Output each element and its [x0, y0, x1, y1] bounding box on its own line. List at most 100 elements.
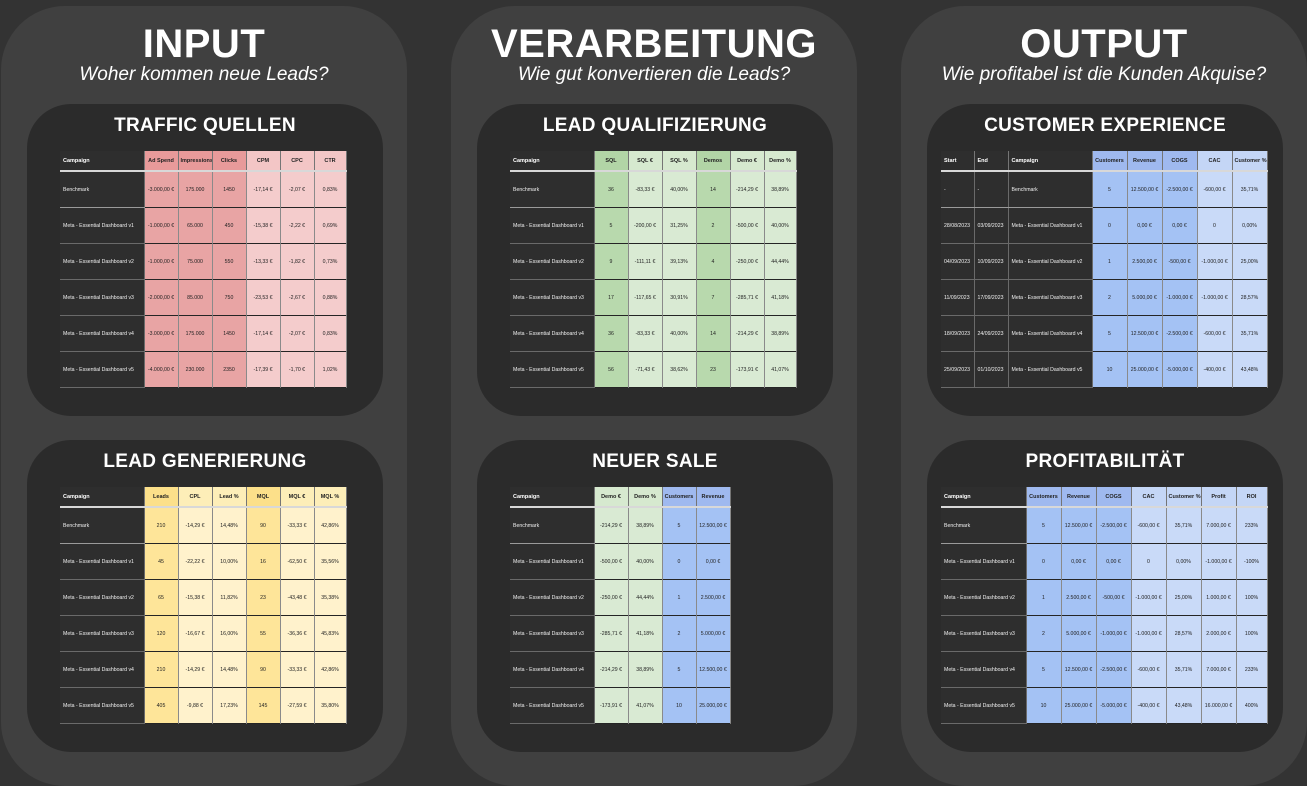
- table-cell[interactable]: 38,89%: [628, 507, 663, 544]
- table-cell[interactable]: -100%: [1236, 543, 1268, 580]
- table-cell[interactable]: -2,67 €: [280, 279, 315, 316]
- table-cell[interactable]: 12.500,00 €: [1061, 507, 1097, 544]
- table-cell[interactable]: -173,91 €: [594, 687, 629, 724]
- table-cell[interactable]: 03/09/2023: [974, 207, 1009, 244]
- table-cell[interactable]: -3.000,00 €: [144, 315, 179, 352]
- table-cell[interactable]: 0: [1131, 543, 1167, 580]
- table-cell[interactable]: 10: [662, 687, 697, 724]
- table-cell[interactable]: -200,00 €: [628, 207, 663, 244]
- table-cell[interactable]: Meta - Essential Dashboard v5: [510, 687, 595, 724]
- table-cell[interactable]: 5: [1092, 315, 1128, 352]
- table-cell[interactable]: 5: [662, 507, 697, 544]
- column-header[interactable]: MQL €: [280, 487, 315, 508]
- table-cell[interactable]: 35,71%: [1166, 651, 1202, 688]
- table-cell[interactable]: 7: [696, 279, 731, 316]
- table-cell[interactable]: Meta - Essential Dashboard v3: [510, 615, 595, 652]
- table-cell[interactable]: -1,82 €: [280, 243, 315, 280]
- table-cell[interactable]: 35,71%: [1166, 507, 1202, 544]
- table-cell[interactable]: Meta - Essential Dashboard v2: [60, 243, 145, 280]
- table-cell[interactable]: Meta - Essential Dashboard v4: [510, 651, 595, 688]
- table-cell[interactable]: 2350: [212, 351, 247, 388]
- table-cell[interactable]: 233%: [1236, 507, 1268, 544]
- table-cell[interactable]: 0,88%: [314, 279, 347, 316]
- table-cell[interactable]: Meta - Essential Dashboard v5: [1008, 351, 1093, 388]
- table-cell[interactable]: -214,29 €: [594, 507, 629, 544]
- table-cell[interactable]: 43,48%: [1166, 687, 1202, 724]
- table-cell[interactable]: 9: [594, 243, 629, 280]
- table-cell[interactable]: -: [941, 171, 975, 208]
- table-cell[interactable]: 1,02%: [314, 351, 347, 388]
- table-cell[interactable]: 750: [212, 279, 247, 316]
- table-cell[interactable]: 65: [144, 579, 179, 616]
- table-cell[interactable]: -15,38 €: [246, 207, 281, 244]
- table-cell[interactable]: 2.500,00 €: [1127, 243, 1163, 280]
- table-cell[interactable]: -1.000,00 €: [1131, 615, 1167, 652]
- table-cell[interactable]: -9,88 €: [178, 687, 213, 724]
- column-header[interactable]: CAC: [1197, 151, 1233, 172]
- table-cell[interactable]: 75.000: [178, 243, 213, 280]
- table-cell[interactable]: Meta - Essential Dashboard v4: [941, 651, 1027, 688]
- table-cell[interactable]: 17/09/2023: [974, 279, 1009, 316]
- table-cell[interactable]: 5.000,00 €: [696, 615, 731, 652]
- table-cell[interactable]: 45,83%: [314, 615, 347, 652]
- table-cell[interactable]: 4: [696, 243, 731, 280]
- table-cell[interactable]: 25.000,00 €: [1061, 687, 1097, 724]
- table-cell[interactable]: 40,00%: [662, 171, 697, 208]
- table-cell[interactable]: 42,86%: [314, 507, 347, 544]
- column-header[interactable]: Campaign: [60, 151, 145, 172]
- table-cell[interactable]: -5.000,00 €: [1096, 687, 1132, 724]
- table-cell[interactable]: 38,62%: [662, 351, 697, 388]
- table-cell[interactable]: -: [974, 171, 1009, 208]
- column-header[interactable]: Campaign: [60, 487, 145, 508]
- column-header[interactable]: Campaign: [510, 487, 595, 508]
- table-cell[interactable]: 1450: [212, 315, 247, 352]
- column-header[interactable]: Revenue: [696, 487, 731, 508]
- table-cell[interactable]: 1.000,00 €: [1201, 579, 1237, 616]
- table-cell[interactable]: 18/09/2023: [941, 315, 975, 352]
- table-cell[interactable]: Meta - Essential Dashboard v5: [510, 351, 595, 388]
- table-cell[interactable]: -1.000,00 €: [1131, 579, 1167, 616]
- table-cell[interactable]: -43,48 €: [280, 579, 315, 616]
- table-cell[interactable]: -2,07 €: [280, 171, 315, 208]
- table-cell[interactable]: 44,44%: [764, 243, 797, 280]
- table-cell[interactable]: 44,44%: [628, 579, 663, 616]
- table-cell[interactable]: 14,48%: [212, 507, 247, 544]
- table-cell[interactable]: 25/09/2023: [941, 351, 975, 388]
- table-cell[interactable]: 550: [212, 243, 247, 280]
- table-cell[interactable]: 42,86%: [314, 651, 347, 688]
- column-header[interactable]: Demo €: [594, 487, 629, 508]
- table-cell[interactable]: 12.500,00 €: [1127, 171, 1163, 208]
- table-cell[interactable]: 38,89%: [764, 171, 797, 208]
- table-cell[interactable]: 0,00 €: [1061, 543, 1097, 580]
- column-header[interactable]: Customers: [1092, 151, 1128, 172]
- table-cell[interactable]: 210: [144, 507, 179, 544]
- table-cell[interactable]: -22,22 €: [178, 543, 213, 580]
- table-cell[interactable]: 35,71%: [1232, 171, 1268, 208]
- column-header[interactable]: Clicks: [212, 151, 247, 172]
- table-cell[interactable]: 90: [246, 651, 281, 688]
- table-cell[interactable]: Meta - Essential Dashboard v4: [510, 315, 595, 352]
- column-header[interactable]: CPM: [246, 151, 281, 172]
- table-cell[interactable]: 23: [696, 351, 731, 388]
- table-cell[interactable]: Meta - Essential Dashboard v3: [941, 615, 1027, 652]
- table-cell[interactable]: 0,73%: [314, 243, 347, 280]
- table-cell[interactable]: 145: [246, 687, 281, 724]
- table-cell[interactable]: -14,29 €: [178, 507, 213, 544]
- table-cell[interactable]: 90: [246, 507, 281, 544]
- table-cell[interactable]: 7.000,00 €: [1201, 651, 1237, 688]
- table-cell[interactable]: -2.500,00 €: [1096, 507, 1132, 544]
- table-cell[interactable]: -27,59 €: [280, 687, 315, 724]
- table-cell[interactable]: 5.000,00 €: [1127, 279, 1163, 316]
- table-cell[interactable]: -500,00 €: [1162, 243, 1198, 280]
- table-cell[interactable]: 450: [212, 207, 247, 244]
- table-cell[interactable]: -2,07 €: [280, 315, 315, 352]
- table-cell[interactable]: -3.000,00 €: [144, 171, 179, 208]
- table-cell[interactable]: 04/09/2023: [941, 243, 975, 280]
- table-cell[interactable]: -17,39 €: [246, 351, 281, 388]
- table-cell[interactable]: 40,00%: [628, 543, 663, 580]
- table-cell[interactable]: 38,89%: [628, 651, 663, 688]
- table-cell[interactable]: 28,57%: [1166, 615, 1202, 652]
- table-cell[interactable]: Meta - Essential Dashboard v5: [941, 687, 1027, 724]
- column-header[interactable]: CAC: [1131, 487, 1167, 508]
- table-cell[interactable]: Meta - Essential Dashboard v4: [60, 651, 145, 688]
